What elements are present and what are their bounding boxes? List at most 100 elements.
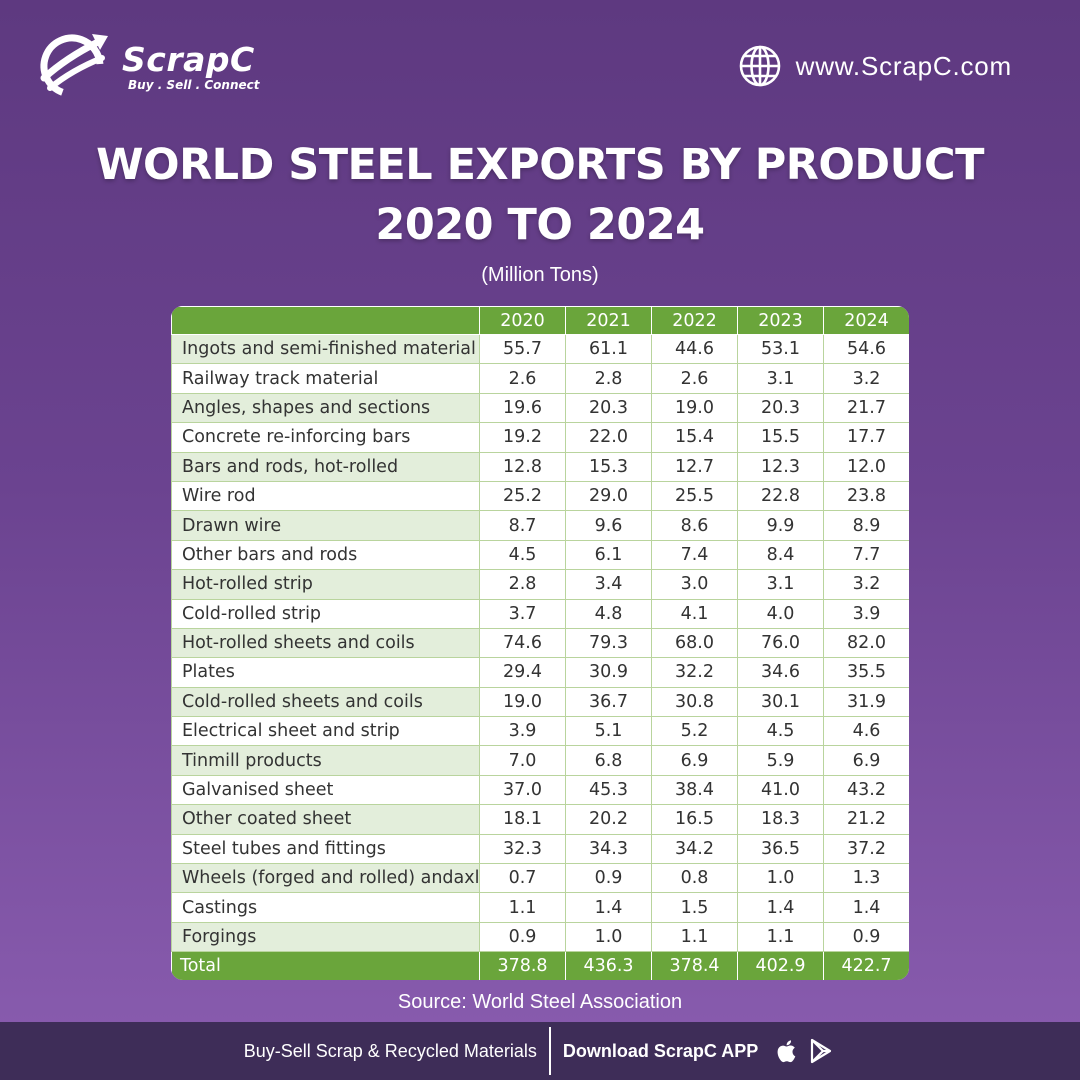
value-cell: 4.8 <box>565 598 652 629</box>
table-row: Angles, shapes and sections 19.6 20.3 19.0 2… <box>171 392 909 424</box>
table-row: Wheels (forged and rolled) andaxles 0.7 0.… <box>171 863 909 894</box>
value-cell: 3.9 <box>823 598 909 629</box>
table-row: Railway track material 2.6 2.8 2.6 3.1 3.2 <box>171 363 909 394</box>
google-play-icon[interactable] <box>806 1036 836 1066</box>
value-cell: 74.6 <box>479 627 566 659</box>
value-cell: 15.3 <box>565 451 652 482</box>
value-cell: 2.8 <box>479 569 566 600</box>
value-cell: 32.2 <box>651 657 738 688</box>
value-cell: 0.7 <box>479 863 566 894</box>
value-cell: 22.8 <box>737 480 824 512</box>
value-cell: 37.2 <box>823 833 909 865</box>
value-cell: 4.0 <box>737 598 824 629</box>
header-product <box>171 306 480 335</box>
value-cell: 41.0 <box>737 774 824 806</box>
value-cell: 7.0 <box>479 745 566 776</box>
product-label: Galvanised sheet <box>171 774 480 806</box>
value-cell: 20.3 <box>737 392 824 424</box>
table-row: Cold-rolled sheets and coils 19.0 36.7 30.8… <box>171 686 909 718</box>
table-row: Plates 29.4 30.9 32.2 34.6 35.5 <box>171 657 909 688</box>
page-title: WORLD STEEL EXPORTS BY PRODUCT <box>96 140 984 190</box>
table-row: Bars and rods, hot-rolled 12.8 15.3 12.7 12.… <box>171 451 909 482</box>
value-cell: 4.1 <box>651 598 738 629</box>
value-cell: 1.4 <box>565 892 652 923</box>
value-cell: 34.2 <box>651 833 738 865</box>
value-cell: 6.9 <box>823 745 909 776</box>
product-label: Wire rod <box>171 480 480 512</box>
value-cell: 53.1 <box>737 333 824 365</box>
product-label: Hot-rolled strip <box>171 569 480 600</box>
download-app-link[interactable]: Download ScrapC APP <box>562 1040 759 1061</box>
value-cell: 79.3 <box>565 627 652 659</box>
table-row: Hot-rolled sheets and coils 74.6 79.3 68.0 7… <box>171 627 909 659</box>
value-cell: 5.2 <box>651 716 738 747</box>
website-url: www.ScrapC.com <box>795 50 1012 81</box>
value-cell: 45.3 <box>565 774 652 806</box>
brand-logo[interactable]: ScrapC Buy . Sell . Connect <box>36 28 286 103</box>
value-cell: 4.6 <box>823 716 909 747</box>
product-label: Angles, shapes and sections <box>171 392 480 424</box>
value-cell: 3.2 <box>823 363 909 394</box>
value-cell: 25.5 <box>651 480 738 512</box>
value-cell: 43.2 <box>823 774 909 806</box>
value-cell: 23.8 <box>823 480 909 512</box>
value-cell: 44.6 <box>651 333 738 365</box>
value-cell: 2.6 <box>651 363 738 394</box>
value-cell: 19.0 <box>651 392 738 424</box>
product-label: Castings <box>171 892 480 923</box>
total-cell: 402.9 <box>737 951 824 980</box>
table-row: Galvanised sheet 37.0 45.3 38.4 41.0 43.2 <box>171 774 909 806</box>
table-row: Other coated sheet 18.1 20.2 16.5 18.3 21.2 <box>171 804 909 835</box>
total-cell: 436.3 <box>565 951 652 980</box>
value-cell: 3.9 <box>479 716 566 747</box>
table-row: Drawn wire 8.7 9.6 8.6 9.9 8.9 <box>171 510 909 541</box>
value-cell: 4.5 <box>479 539 566 571</box>
value-cell: 3.4 <box>565 569 652 600</box>
value-cell: 34.6 <box>737 657 824 688</box>
product-label: Steel tubes and fittings <box>171 833 480 865</box>
value-cell: 0.9 <box>565 863 652 894</box>
table-row: Steel tubes and fittings 32.3 34.3 34.2 36.5… <box>171 833 909 865</box>
unit-label: (Million Tons) <box>481 264 599 286</box>
header-year: 2021 <box>565 306 652 335</box>
page-subtitle: 2020 TO 2024 <box>375 200 705 250</box>
value-cell: 2.8 <box>565 363 652 394</box>
table-row: Wire rod 25.2 29.0 25.5 22.8 23.8 <box>171 480 909 512</box>
website-link[interactable]: www.ScrapC.com <box>738 44 1012 88</box>
total-label: Total <box>171 951 480 980</box>
product-label: Cold-rolled sheets and coils <box>171 686 480 718</box>
value-cell: 68.0 <box>651 627 738 659</box>
table-row: Castings 1.1 1.4 1.5 1.4 1.4 <box>171 892 909 923</box>
product-label: Other bars and rods <box>171 539 480 571</box>
value-cell: 8.9 <box>823 510 909 541</box>
value-cell: 36.7 <box>565 686 652 718</box>
value-cell: 1.5 <box>651 892 738 923</box>
value-cell: 1.4 <box>823 892 909 923</box>
total-cell: 378.4 <box>651 951 738 980</box>
table-row: Concrete re-inforcing bars 19.2 22.0 15.4 15… <box>171 422 909 453</box>
value-cell: 8.4 <box>737 539 824 571</box>
value-cell: 21.2 <box>823 804 909 835</box>
value-cell: 8.6 <box>651 510 738 541</box>
value-cell: 20.2 <box>565 804 652 835</box>
table-header-row: 2020 2021 2022 2023 2024 <box>171 306 909 335</box>
table-row: Ingots and semi-finished material 55.7 61.… <box>171 333 909 365</box>
value-cell: 16.5 <box>651 804 738 835</box>
value-cell: 1.1 <box>737 921 824 953</box>
header-year: 2024 <box>823 306 909 335</box>
value-cell: 30.1 <box>737 686 824 718</box>
product-label: Wheels (forged and rolled) andaxles <box>171 863 480 894</box>
apple-icon[interactable] <box>772 1036 802 1066</box>
value-cell: 12.8 <box>479 451 566 482</box>
value-cell: 76.0 <box>737 627 824 659</box>
product-label: Drawn wire <box>171 510 480 541</box>
value-cell: 5.9 <box>737 745 824 776</box>
value-cell: 82.0 <box>823 627 909 659</box>
header-year: 2020 <box>479 306 566 335</box>
product-label: Hot-rolled sheets and coils <box>171 627 480 659</box>
value-cell: 1.1 <box>479 892 566 923</box>
value-cell: 5.1 <box>565 716 652 747</box>
value-cell: 7.4 <box>651 539 738 571</box>
footer-bar: Buy-Sell Scrap & Recycled Materials Down… <box>0 1022 1080 1080</box>
steel-exports-table: 2020 2021 2022 2023 2024 Ingots and semi… <box>171 306 909 980</box>
